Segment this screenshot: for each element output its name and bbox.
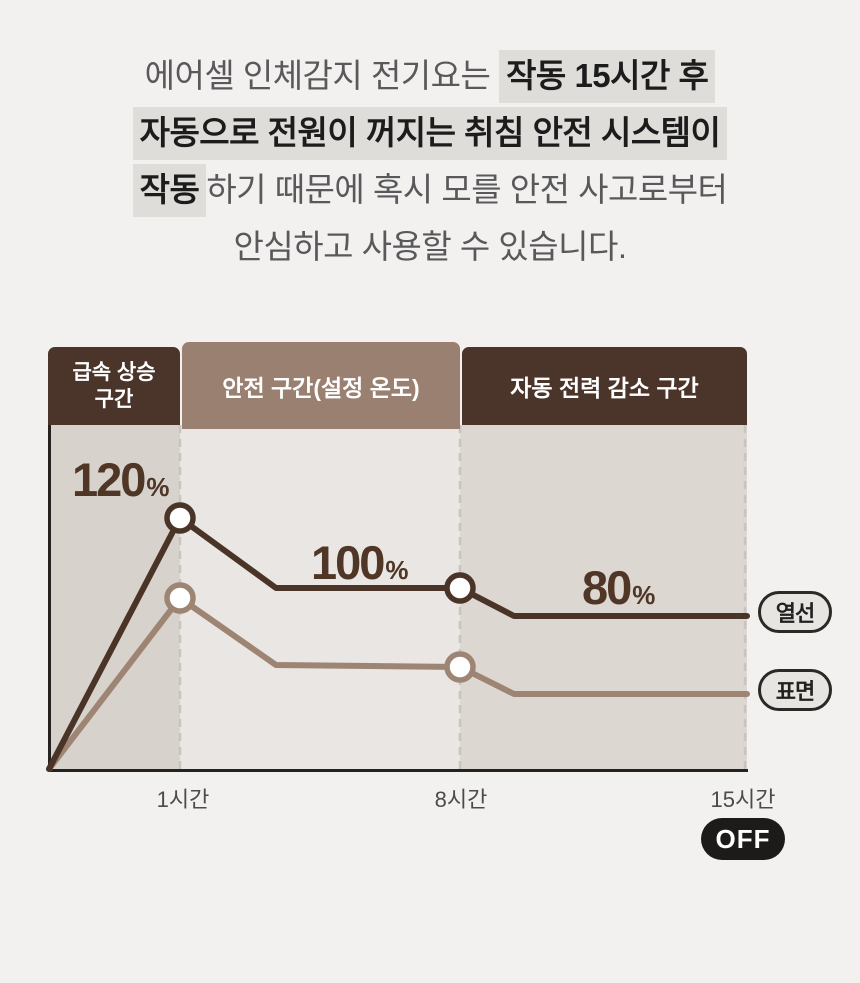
chart-section-rapid-rise: 급속 상승 구간 [48,347,180,425]
x-tick-15hour: 15시간 [710,787,776,812]
intro-line2-highlight: 자동으로 전원이 꺼지는 취침 안전 시스템이 [132,107,728,160]
chart-section-safety-label: 안전 구간(설정 온도) [222,374,420,401]
legend-heat-wire-label: 열선 [775,601,815,626]
percent-sign: % [146,472,170,502]
x-tick-8hour: 8시간 [434,787,488,812]
off-badge: OFF [701,818,785,860]
intro-line3-highlight: 작동 [132,164,207,217]
annotation-120-percent: 120% [72,452,170,507]
off-badge-label: OFF [715,823,771,854]
legend-heat-wire-pill: 열선 [758,591,832,633]
chart-section-rapid-rise-label: 급속 상승 구간 [72,361,156,411]
intro-line-2: 자동으로 전원이 꺼지는 취침 안전 시스템이 [0,104,860,161]
percent-sign: % [632,580,656,610]
chart-section-power-reduction-label: 자동 전력 감소 구간 [510,375,699,401]
intro-line-3: 작동 하기 때문에 혹시 모를 안전 사고로부터 [0,161,860,218]
chart-section-safety: 안전 구간(설정 온도) [182,342,460,429]
annotation-80-value: 80 [582,561,632,614]
intro-line3-normal: 하기 때문에 혹시 모를 안전 사고로부터 [206,171,728,208]
intro-text: 에어셀 인체감지 전기요는 작동 15시간 후 자동으로 전원이 꺼지는 취침 … [0,47,860,275]
percent-sign: % [385,555,409,585]
intro-line1-normal: 에어셀 인체감지 전기요는 [144,57,500,94]
annotation-80-percent: 80% [582,560,655,615]
annotation-100-percent: 100% [311,535,409,590]
annotation-100-value: 100 [311,536,385,589]
intro-line-1: 에어셀 인체감지 전기요는 작동 15시간 후 [0,47,860,104]
chart-section-power-reduction: 자동 전력 감소 구간 [462,347,747,425]
annotation-120-value: 120 [72,453,146,506]
intro-line4-normal: 안심하고 사용할 수 있습니다. [233,228,628,265]
x-tick-1hour: 1시간 [156,787,210,812]
legend-surface-pill: 표면 [758,669,832,711]
intro-line1-highlight: 작동 15시간 후 [499,50,716,103]
legend-surface-label: 표면 [775,679,815,704]
intro-line-4: 안심하고 사용할 수 있습니다. [0,218,860,275]
